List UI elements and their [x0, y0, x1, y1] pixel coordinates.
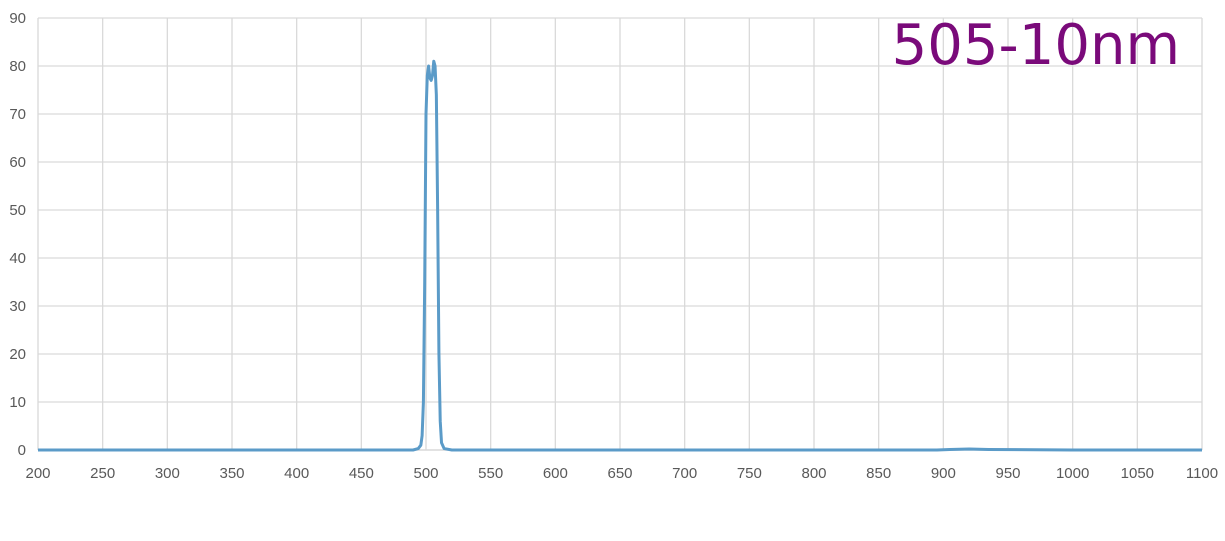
x-tick-label: 450 — [349, 465, 374, 482]
x-tick-label: 200 — [25, 465, 50, 482]
y-tick-label: 30 — [9, 298, 26, 315]
chart-title: 505-10nm — [892, 13, 1180, 78]
y-tick-label: 40 — [9, 250, 26, 267]
x-tick-label: 850 — [866, 465, 891, 482]
y-tick-label: 10 — [9, 394, 26, 411]
x-tick-label: 800 — [801, 465, 826, 482]
y-tick-label: 80 — [9, 58, 26, 75]
y-tick-label: 0 — [18, 442, 26, 459]
x-tick-label: 400 — [284, 465, 309, 482]
y-tick-label: 50 — [9, 202, 26, 219]
y-tick-label: 20 — [9, 346, 26, 363]
y-tick-label: 90 — [9, 10, 26, 27]
grid — [37, 17, 1203, 450]
x-axis-ticks: 200 250 300 350 400 450 500 550 600 650 700 750 800 8… — [25, 465, 1218, 482]
y-tick-label: 70 — [9, 106, 26, 123]
x-tick-label: 500 — [413, 465, 438, 482]
x-tick-label: 550 — [478, 465, 503, 482]
series-line — [38, 59, 1202, 452]
x-tick-label: 250 — [90, 465, 115, 482]
y-axis-ticks: 0 10 20 30 40 50 60 70 80 90 — [9, 10, 26, 459]
x-tick-label: 650 — [607, 465, 632, 482]
y-tick-label: 60 — [9, 154, 26, 171]
x-tick-label: 600 — [543, 465, 568, 482]
x-tick-label: 350 — [219, 465, 244, 482]
x-tick-label: 1050 — [1121, 465, 1154, 482]
x-tick-label: 950 — [995, 465, 1020, 482]
x-tick-label: 900 — [931, 465, 956, 482]
x-tick-label: 700 — [672, 465, 697, 482]
x-tick-label: 1100 — [1186, 465, 1218, 482]
x-tick-label: 1000 — [1056, 465, 1089, 482]
x-tick-label: 300 — [155, 465, 180, 482]
x-tick-label: 750 — [737, 465, 762, 482]
